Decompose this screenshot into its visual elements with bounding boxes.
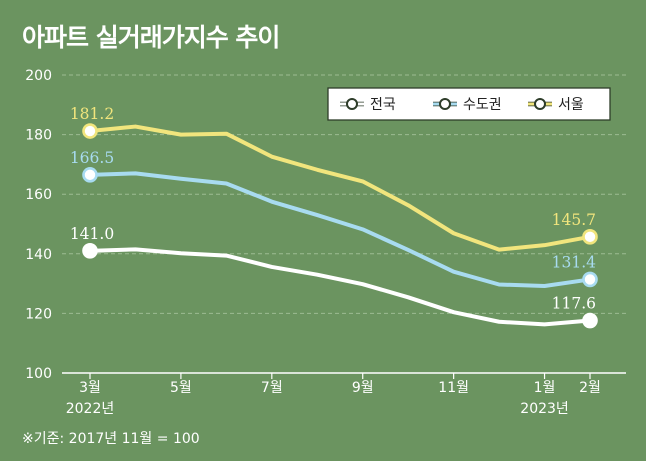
- series-line: [88, 124, 592, 252]
- x-tick-sublabel: 2022년: [66, 401, 115, 417]
- legend-swatch-marker: [534, 98, 546, 110]
- data-label: 166.5: [70, 149, 114, 167]
- y-tick-label: 140: [25, 247, 52, 263]
- x-tick-label: 5월: [170, 380, 192, 396]
- y-tick-label: 160: [25, 187, 52, 203]
- x-tick-label: 7월: [261, 380, 283, 396]
- legend: 전국 수도권 서울: [327, 87, 611, 121]
- legend-label: 수도권: [463, 97, 502, 113]
- legend-label: 서울: [558, 97, 584, 113]
- endpoint-marker: [82, 243, 98, 259]
- x-tick-label: 2월: [579, 380, 601, 396]
- data-label: 145.7: [552, 211, 596, 229]
- x-tick-sublabel: 2023년: [520, 401, 569, 417]
- x-tick-label: 9월: [352, 380, 374, 396]
- y-tick-label: 180: [25, 128, 52, 144]
- series-line: [88, 171, 592, 288]
- y-tick-label: 120: [25, 306, 52, 322]
- data-label: 131.4: [552, 253, 597, 271]
- series-line: [88, 247, 592, 327]
- endpoint-marker: [82, 167, 98, 183]
- endpoint-marker: [582, 312, 598, 329]
- x-tick-label: 1월: [534, 380, 556, 396]
- legend-swatch-marker: [439, 98, 451, 110]
- y-tick-label: 100: [25, 366, 52, 382]
- axes: 100 120 140 160 180 200 3월 2022년 5월 7월 9월 11월 1월 2023…: [25, 68, 626, 417]
- y-tick-label: 200: [25, 68, 52, 84]
- base-note: ※기준: 2017년 11월 = 100: [22, 431, 200, 447]
- grid-lines: [62, 74, 626, 314]
- endpoint-marker: [582, 229, 598, 245]
- chart-title: 아파트 실거래가지수 추이: [22, 23, 280, 52]
- data-label: 141.0: [70, 225, 114, 243]
- endpoint-marker: [582, 271, 598, 288]
- legend-box: [327, 87, 611, 121]
- data-label: 181.2: [70, 105, 114, 123]
- endpoint-marker: [82, 123, 98, 139]
- data-labels: 141.0 117.6 166.5 131.4 181.2 145.7: [70, 105, 596, 313]
- series-lines: [82, 123, 598, 329]
- x-tick-label: 3월: [79, 380, 101, 396]
- data-label: 117.6: [552, 295, 596, 313]
- legend-swatch-marker: [346, 98, 358, 110]
- legend-label: 전국: [370, 97, 396, 113]
- x-tick-label: 11월: [438, 380, 469, 396]
